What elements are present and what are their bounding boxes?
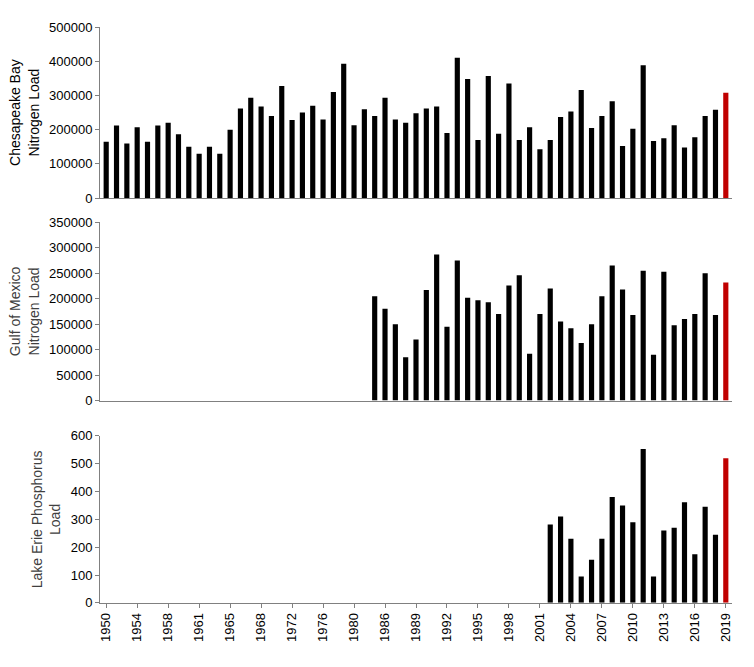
svg-text:300: 300 [71,512,93,527]
svg-text:350000: 350000 [49,215,92,230]
svg-text:1972: 1972 [284,613,299,642]
svg-text:100000: 100000 [49,156,92,171]
svg-text:200000: 200000 [49,122,92,137]
svg-text:300000: 300000 [49,240,92,255]
svg-text:1980: 1980 [346,613,361,642]
svg-text:1965: 1965 [222,613,237,642]
svg-text:2013: 2013 [656,613,671,642]
svg-text:1989: 1989 [408,613,423,642]
svg-text:250000: 250000 [49,266,92,281]
svg-text:2010: 2010 [625,613,640,642]
svg-text:1961: 1961 [191,613,206,642]
svg-text:2001: 2001 [532,613,547,642]
svg-text:0: 0 [85,191,92,206]
svg-text:2019: 2019 [718,613,733,642]
svg-text:Lake Erie PhosphorusLoad: Lake Erie PhosphorusLoad [29,451,63,589]
svg-text:200000: 200000 [49,291,92,306]
svg-text:1976: 1976 [315,613,330,642]
svg-text:0: 0 [85,595,92,610]
svg-text:2016: 2016 [687,613,702,642]
svg-text:1998: 1998 [501,613,516,642]
svg-text:2007: 2007 [594,613,609,642]
svg-text:0: 0 [85,393,92,408]
svg-text:400000: 400000 [49,54,92,69]
svg-text:500: 500 [71,456,93,471]
svg-text:1954: 1954 [129,613,144,642]
svg-text:600: 600 [71,428,93,443]
svg-text:1968: 1968 [253,613,268,642]
svg-text:1992: 1992 [439,613,454,642]
svg-text:200: 200 [71,540,93,555]
svg-text:100: 100 [71,568,93,583]
svg-text:400: 400 [71,484,93,499]
svg-text:300000: 300000 [49,88,92,103]
svg-text:1986: 1986 [377,613,392,642]
svg-text:2004: 2004 [563,613,578,642]
svg-text:50000: 50000 [56,368,92,383]
svg-text:150000: 150000 [49,317,92,332]
svg-text:1958: 1958 [160,613,175,642]
svg-text:1950: 1950 [98,613,113,642]
svg-text:1995: 1995 [470,613,485,642]
svg-text:Chesapeake BayNitrogen Load: Chesapeake BayNitrogen Load [7,59,41,166]
svg-text:500000: 500000 [49,20,92,35]
svg-text:100000: 100000 [49,342,92,357]
svg-text:Gulf of MexicoNitrogen Load: Gulf of MexicoNitrogen Load [7,266,41,356]
